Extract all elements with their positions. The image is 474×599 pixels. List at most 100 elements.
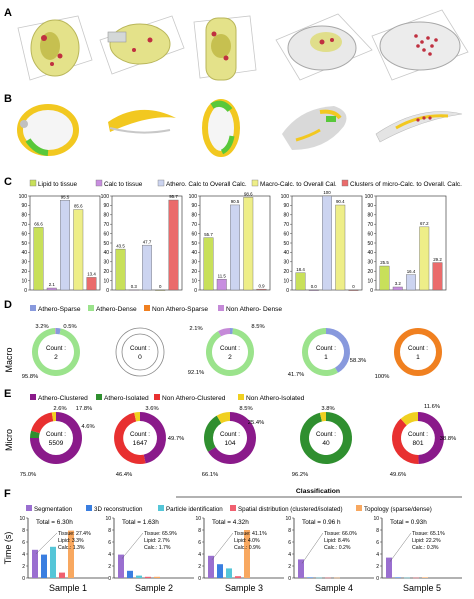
bar [32,549,38,578]
y-tick-label: 20 [367,269,373,275]
callout-line [301,532,324,564]
y-tick-label: 6 [108,540,111,546]
donut-slice [216,412,230,424]
donut-sample-1: Count : 5509 75.0% 4.6% 17.8% 2.6% [20,406,95,478]
panel-c-legend: Lipid to tissue Calc to tissue Athero. C… [29,179,462,188]
bar [73,209,84,291]
donut-percent-label: 25.4% [248,420,264,426]
bar [348,289,359,291]
donut-count-word: Count : [130,345,150,352]
y-tick-label: 0 [106,288,109,294]
donut-percent-label: 2.1% [189,326,202,332]
donut-percent-label: 38.8% [440,436,456,442]
legend-swatch-spatial [230,505,236,511]
total-time-label: Total = 0.96 h [302,519,341,526]
composition-stat: Lipid: 2.7% [144,538,170,544]
donut-outline-outer [115,327,165,377]
donut-slice [134,412,140,422]
sample-label: Sample 2 [135,583,173,593]
y-tick-label: 20 [283,269,289,275]
legend-macro: Macro-Calc. to Overall Cal. [260,181,337,188]
bar-value-label: 98.6 [244,192,253,197]
time-chart-sample-1: 10 8 6 4 2 0 Total = 6.30h Tissue: 27.4%Lipid: … [19,516,108,593]
legend-swatch-non-athero-clustered [154,394,160,400]
legend-athero-dense: Athero-Dense [96,306,137,313]
composition-stat: Tissue: 27.4% [58,531,91,537]
donut-percent-label: 0.5% [63,324,76,330]
y-tick-label: 6 [198,540,201,546]
panel-d-legend: Athero-Sparse Athero-Dense Non Athero-Sp… [30,305,282,313]
bar [322,195,332,291]
composition-stat: Lipid: 3.3% [58,538,84,544]
bar-value-label: 25.5 [380,260,389,265]
y-tick-label: 2 [198,564,201,570]
bar-value-label: 16.4 [407,269,416,274]
donut-percent-label: 96.2% [292,472,308,478]
panel-letter-c: C [4,176,12,188]
render-sample-4 [275,13,373,81]
donut-count-word: Count : [408,345,428,352]
panel-letter-e: E [4,388,11,400]
section-sample-3 [202,99,240,157]
bar [33,227,44,291]
y-tick-label: 4 [376,552,379,558]
donut-percent-label: 3.8% [321,406,334,412]
bar [256,288,267,291]
y-tick-label: 40 [103,250,109,256]
donut-slice [319,412,326,422]
panel-f-legend: Segmentation 3D reconstruction Particle … [26,505,432,513]
bar [145,576,151,578]
composition-stat: Calc.: 0.9% [234,545,261,551]
donut-percent-label: 66.1% [202,472,218,478]
callout-line [35,532,58,554]
y-tick-label: 2 [108,564,111,570]
bar [419,226,430,291]
bar-chart-sample-5: 100908070605040302010025.53.216.467.229.… [365,194,447,294]
bar-value-label: 90.5 [231,199,240,204]
render-sample-1 [17,15,93,81]
donut-percent-label: 95.8% [22,374,38,380]
bar [155,289,166,291]
y-tick-label: 10 [373,516,379,522]
bar [422,577,428,578]
y-tick-label: 2 [22,564,25,570]
donut-percent-label: 58.3% [350,358,366,364]
donut-sample-5: Count : 1 100% [375,328,442,380]
y-tick-label: 10 [21,278,27,284]
legend-athero-clustered: Athero-Clustered [38,395,88,402]
bar-value-label: 0.0 [311,284,318,289]
donut-slice [230,328,234,335]
y-tick-label: 0 [198,576,201,582]
bar [216,278,227,291]
total-time-label: Total = 0.93h [390,519,427,526]
panel-d-side-label: Macro [4,347,14,372]
y-tick-label: 0 [288,576,291,582]
legend-athero-isolated: Athero-Isolated [104,395,149,402]
bar-value-label: 3.2 [395,281,402,286]
bar [68,530,74,578]
bar [115,248,126,291]
donut-sample-5: Count : 801 49.6% 38.8% 11.6% [390,404,456,478]
y-tick-label: 6 [288,540,291,546]
bar-value-label: 0 [352,284,355,289]
donut-percent-label: 100% [375,374,390,380]
legend-swatch-topology [356,505,362,511]
donut-sample-3: Count : 2 2.1% 92.1% 8.5% [188,324,265,377]
legend-swatch-non-athero-dense [218,305,224,311]
legend-lipid: Lipid to tissue [38,181,78,188]
bar [316,577,322,579]
legend-clusters: Clusters of micro-Calc. to Overall. Calc… [350,181,462,188]
y-tick-label: 60 [21,231,27,237]
y-tick-label: 0 [22,576,25,582]
time-chart-sample-2: 10 8 6 4 2 0 Total = 1.63h Tissue: 65.9%Lipid: … [105,516,194,593]
y-tick-label: 0 [286,288,289,294]
y-tick-label: 90 [191,203,197,209]
bar [136,575,142,578]
legend-calc: Calc to tissue [104,181,143,188]
callout-line [121,532,144,559]
render-sample-5 [371,9,469,81]
panel-c-bar-charts: 100908070605040302010066.62.195.585.613.… [19,190,447,294]
section-sample-2 [108,109,176,134]
